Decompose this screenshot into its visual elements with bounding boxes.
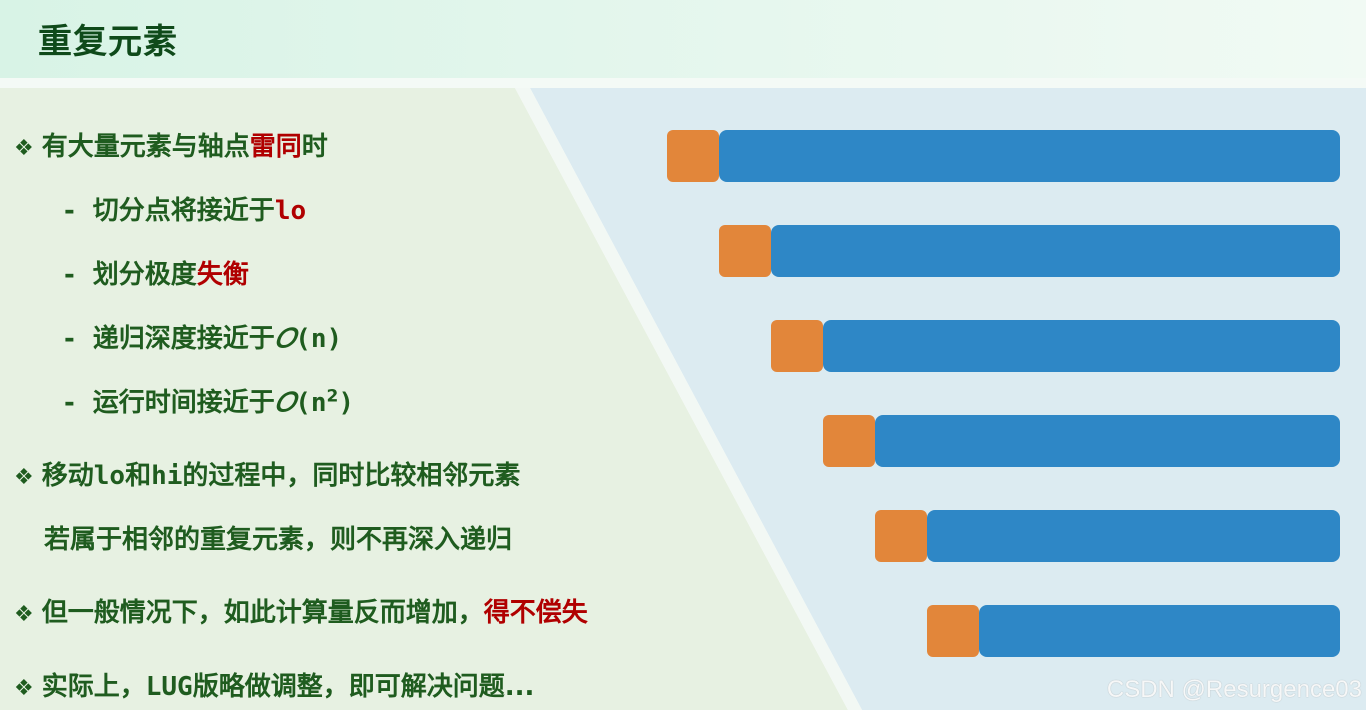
header-bar: 重复元素 bbox=[0, 0, 1366, 78]
sub-bullet-3: - 递归深度接近于𝑂(n) bbox=[64, 324, 343, 354]
pivot-block bbox=[667, 130, 719, 182]
diamond-bullet-icon: ❖ bbox=[14, 602, 34, 627]
pivot-block bbox=[823, 415, 875, 467]
bullet-3: ❖ 但一般情况下，如此计算量反而增加，得不偿失 bbox=[14, 598, 588, 628]
partition-bar bbox=[719, 130, 1340, 182]
partition-bar bbox=[875, 415, 1340, 467]
partition-bars bbox=[667, 130, 1340, 657]
sub-bullet-4: - 运行时间接近于𝑂(n2) bbox=[64, 386, 355, 418]
diamond-bullet-icon: ❖ bbox=[14, 676, 34, 701]
diamond-bullet-icon: ❖ bbox=[14, 136, 34, 161]
diamond-bullet-icon: ❖ bbox=[14, 465, 34, 490]
bullet-2-continuation: 若属于相邻的重复元素，则不再深入递归 bbox=[44, 525, 513, 555]
bullet-1: ❖ 有大量元素与轴点雷同时 bbox=[14, 132, 328, 162]
left-panel-bg bbox=[0, 88, 848, 710]
pivot-block bbox=[927, 605, 979, 657]
dash-icon: - bbox=[64, 196, 75, 226]
pivot-block bbox=[771, 320, 823, 372]
partition-bar bbox=[771, 225, 1340, 277]
page-title: 重复元素 bbox=[38, 22, 178, 62]
pivot-block bbox=[719, 225, 771, 277]
partition-bar bbox=[979, 605, 1340, 657]
dash-icon: - bbox=[64, 388, 75, 418]
partition-bar bbox=[927, 510, 1340, 562]
pivot-block bbox=[875, 510, 927, 562]
watermark: CSDN @Resurgence03 bbox=[1106, 676, 1362, 703]
partition-bar bbox=[823, 320, 1340, 372]
bullet-2: ❖ 移动lo和hi的过程中，同时比较相邻元素 bbox=[14, 461, 521, 491]
sub-bullet-1: - 切分点将接近于lo bbox=[64, 196, 307, 226]
dash-icon: - bbox=[64, 260, 75, 290]
bullet-4: ❖ 实际上，LUG版略做调整，即可解决问题... bbox=[14, 672, 535, 702]
panel-divider bbox=[515, 88, 862, 710]
sub-bullet-2: - 划分极度失衡 bbox=[64, 260, 249, 290]
header-divider bbox=[0, 78, 1366, 88]
dash-icon: - bbox=[64, 324, 75, 354]
